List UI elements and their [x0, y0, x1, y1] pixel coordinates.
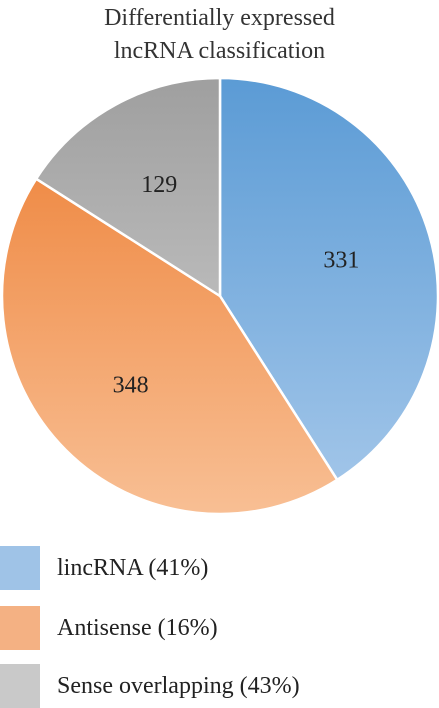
pie-label-lincrna: 331 — [323, 248, 359, 274]
legend-item-antisense: Antisense (16%) — [0, 606, 439, 650]
legend-swatch-lincrna — [0, 546, 40, 590]
legend-swatch-antisense — [0, 606, 40, 650]
pie-slice-sense-overlapping — [34, 76, 222, 298]
chart-title: Differentially expressed lncRNA classifi… — [0, 2, 439, 68]
chart-title-line-2: lncRNA classification — [113, 38, 326, 64]
legend-label-lincrna: lincRNA (41%) — [57, 555, 209, 581]
pie-slice-antisense — [0, 177, 339, 516]
legend-label-antisense: Antisense (16%) — [57, 615, 218, 641]
legend-item-sense-overlapping: Sense overlapping (43%) — [0, 664, 439, 708]
legend-swatch-sense-overlapping — [0, 664, 40, 708]
chart-title-line-1: Differentially expressed — [104, 5, 335, 31]
legend-label-sense-overlapping: Sense overlapping (43%) — [57, 673, 300, 699]
legend-item-lincrna: lincRNA (41%) — [0, 546, 439, 590]
pie-label-antisense: 348 — [113, 372, 149, 398]
pie-label-sense-overlapping: 129 — [141, 172, 177, 198]
